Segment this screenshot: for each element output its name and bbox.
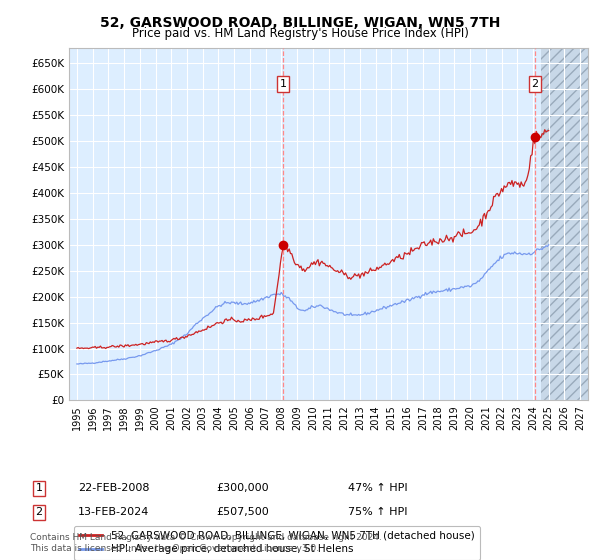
Text: 1: 1 xyxy=(35,483,43,493)
Text: 1: 1 xyxy=(280,79,287,89)
Text: 52, GARSWOOD ROAD, BILLINGE, WIGAN, WN5 7TH: 52, GARSWOOD ROAD, BILLINGE, WIGAN, WN5 … xyxy=(100,16,500,30)
Text: 75% ↑ HPI: 75% ↑ HPI xyxy=(348,507,407,517)
Text: £507,500: £507,500 xyxy=(216,507,269,517)
Text: 22-FEB-2008: 22-FEB-2008 xyxy=(78,483,149,493)
Text: 2: 2 xyxy=(35,507,43,517)
Text: Price paid vs. HM Land Registry's House Price Index (HPI): Price paid vs. HM Land Registry's House … xyxy=(131,27,469,40)
Text: £300,000: £300,000 xyxy=(216,483,269,493)
Text: 47% ↑ HPI: 47% ↑ HPI xyxy=(348,483,407,493)
Text: 13-FEB-2024: 13-FEB-2024 xyxy=(78,507,149,517)
Text: Contains HM Land Registry data © Crown copyright and database right 2024.
This d: Contains HM Land Registry data © Crown c… xyxy=(30,533,382,553)
Bar xyxy=(541,48,588,400)
Legend: 52, GARSWOOD ROAD, BILLINGE, WIGAN, WN5 7TH (detached house), HPI: Average price: 52, GARSWOOD ROAD, BILLINGE, WIGAN, WN5 … xyxy=(74,526,479,559)
Text: 2: 2 xyxy=(531,79,538,89)
